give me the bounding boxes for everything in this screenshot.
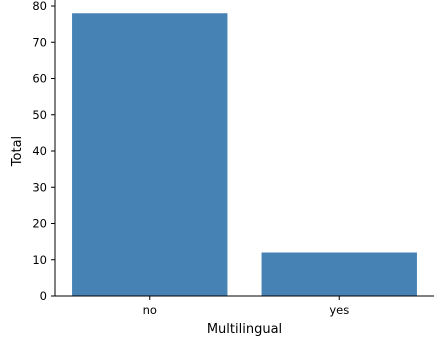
y-tick-label: 70 (32, 35, 47, 49)
y-tick-label: 30 (32, 180, 47, 194)
y-tick-label: 10 (32, 253, 47, 267)
y-tick-label: 20 (32, 217, 47, 231)
x-tick-label: yes (329, 303, 349, 317)
x-axis-label: Multilingual (207, 322, 282, 337)
y-axis-ticks: 0 10 20 30 40 50 60 70 80 (32, 0, 55, 303)
y-tick-label: 60 (32, 72, 47, 86)
x-axis-ticks: no yes (143, 296, 349, 317)
y-tick-label: 50 (32, 108, 47, 122)
y-tick-label: 0 (40, 289, 47, 303)
x-tick-label: no (143, 303, 157, 317)
y-axis-label: Total (10, 136, 25, 167)
bars-group (72, 13, 417, 296)
bar-no (72, 13, 228, 296)
y-tick-label: 40 (32, 144, 47, 158)
y-tick-label: 80 (32, 0, 47, 13)
bar-yes (261, 252, 417, 296)
